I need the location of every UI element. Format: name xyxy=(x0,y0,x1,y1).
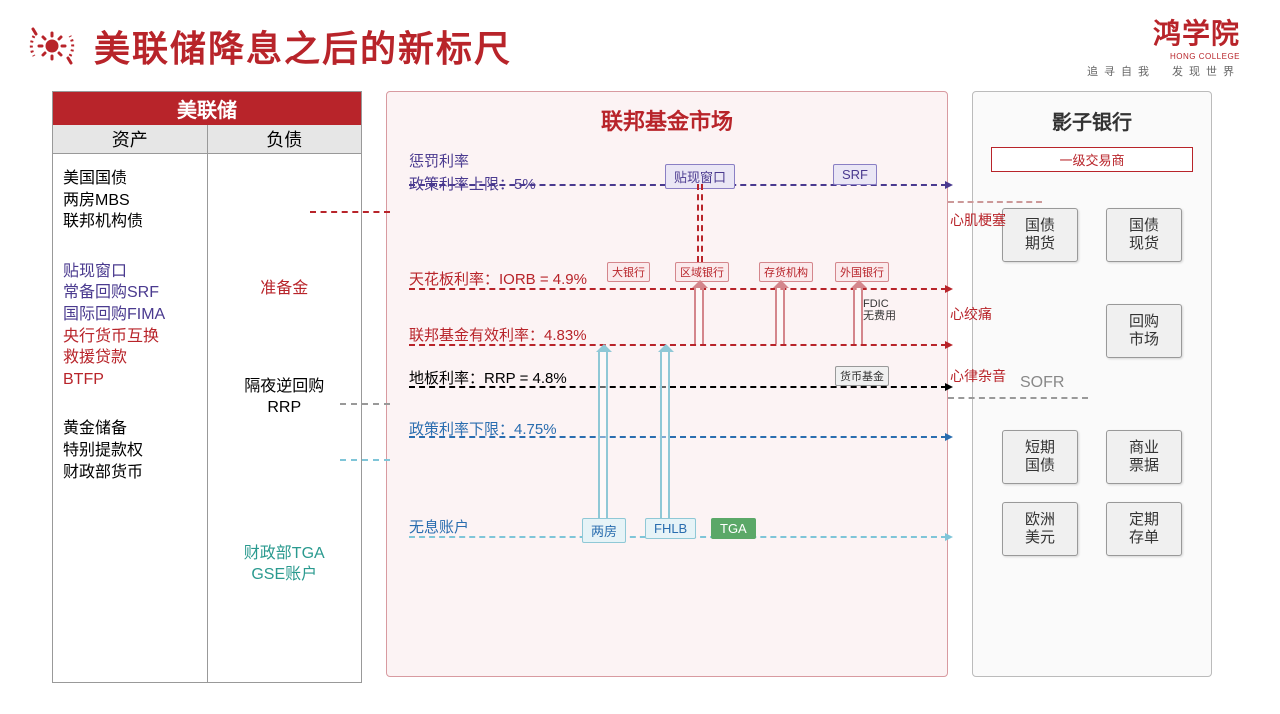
logo-sub: 追寻自我 发现世界 xyxy=(1087,63,1240,79)
tga-label: 财政部TGA xyxy=(218,543,352,565)
discount-window: 贴现窗口 xyxy=(665,164,735,189)
asset-item: 国际回购FIMA xyxy=(63,304,197,326)
up-arrow xyxy=(598,352,608,518)
iorb-line xyxy=(409,288,947,290)
fed-assets: 美国国债 两房MBS 联邦机构债 贴现窗口 常备回购SRF 国际回购FIMA 央… xyxy=(53,154,208,682)
asset-item: BTFP xyxy=(63,369,197,391)
logo-en: HONG COLLEGE xyxy=(1087,52,1240,61)
up-arrow xyxy=(660,352,670,518)
depository-inst: 存货机构 xyxy=(759,262,813,282)
inst-box: 欧洲美元 xyxy=(1002,502,1078,556)
heart-label-2: 心绞痛 xyxy=(950,304,992,324)
header: 美联储降息之后的新标尺 鸿学院 HONG COLLEGE 追寻自我 发现世界 xyxy=(0,0,1280,87)
inst-box: 定期存单 xyxy=(1106,502,1182,556)
shadow-title: 影子银行 xyxy=(983,102,1201,147)
rrp-label: RRP xyxy=(218,397,352,419)
gear-icon xyxy=(28,22,76,70)
asset-item: 特别提款权 xyxy=(63,440,197,462)
inst-box: 商业票据 xyxy=(1106,430,1182,484)
regional-bank: 区域银行 xyxy=(675,262,729,282)
up-arrow xyxy=(701,184,703,262)
fdic-note: FDIC无费用 xyxy=(863,298,896,322)
asset-item: 美国国债 xyxy=(63,168,197,190)
fed-funds-market: 联邦基金市场 惩罚利率 政策利率上限：5% 天花板利率：IORB = 4.9% … xyxy=(386,91,948,677)
rrp-label: 隔夜逆回购 xyxy=(218,376,352,398)
tga-box: TGA xyxy=(711,518,756,539)
page-title: 美联储降息之后的新标尺 xyxy=(94,20,512,72)
asset-item: 贴现窗口 xyxy=(63,261,197,283)
asset-item: 黄金储备 xyxy=(63,418,197,440)
asset-item: 央行货币互换 xyxy=(63,326,197,348)
connector xyxy=(310,211,390,213)
inst-box: 短期国债 xyxy=(1002,430,1078,484)
shadow-banking: 影子银行 一级交易商 国债期货 国债现货 回购市场 短期国债 商业票据 欧洲美元… xyxy=(972,91,1212,677)
primary-dealer: 一级交易商 xyxy=(991,147,1193,172)
logo: 鸿学院 HONG COLLEGE 追寻自我 发现世界 xyxy=(1087,12,1240,79)
fed-title: 美联储 xyxy=(53,92,361,125)
connector xyxy=(340,459,390,461)
tga-label: GSE账户 xyxy=(218,564,352,586)
col-liabilities: 负债 xyxy=(208,125,362,153)
inst-box: 回购市场 xyxy=(1106,304,1182,358)
up-arrow xyxy=(775,288,785,344)
sofr-label: SOFR xyxy=(1020,374,1064,392)
up-arrow xyxy=(697,184,699,262)
asset-item: 财政部货币 xyxy=(63,462,197,484)
reserve-label: 准备金 xyxy=(218,278,352,300)
col-assets: 资产 xyxy=(53,125,208,153)
connector xyxy=(948,201,1042,203)
connector xyxy=(340,403,390,405)
heart-label-1: 心肌梗塞 xyxy=(950,210,1006,230)
fhlb-box: FHLB xyxy=(645,518,696,539)
heart-label-3: 心律杂音 xyxy=(950,366,1006,386)
up-arrow xyxy=(853,288,863,344)
gse-box: 两房 xyxy=(582,518,626,543)
floor-line xyxy=(409,386,947,388)
money-market-fund: 货币基金 xyxy=(835,366,889,386)
asset-item: 联邦机构债 xyxy=(63,211,197,233)
fed-table: 美联储 资产 负债 美国国债 两房MBS 联邦机构债 贴现窗口 常备回购SRF … xyxy=(52,91,362,683)
big-bank: 大银行 xyxy=(607,262,650,282)
fed-liabilities: 准备金 隔夜逆回购 RRP 财政部TGA GSE账户 xyxy=(208,154,362,682)
inst-box: 国债期货 xyxy=(1002,208,1078,262)
mid-title: 联邦基金市场 xyxy=(387,92,947,140)
asset-item: 两房MBS xyxy=(63,190,197,212)
effr-rate: 联邦基金有效利率：4.83% xyxy=(409,324,947,345)
lower-line xyxy=(409,436,947,438)
up-arrow xyxy=(694,288,704,344)
effr-line xyxy=(409,344,947,346)
connector xyxy=(948,397,1088,399)
logo-main: 鸿学院 xyxy=(1087,12,1240,52)
foreign-bank: 外国银行 xyxy=(835,262,889,282)
inst-box: 国债现货 xyxy=(1106,208,1182,262)
srf-box: SRF xyxy=(833,164,877,185)
asset-item: 常备回购SRF xyxy=(63,282,197,304)
asset-item: 救援贷款 xyxy=(63,347,197,369)
